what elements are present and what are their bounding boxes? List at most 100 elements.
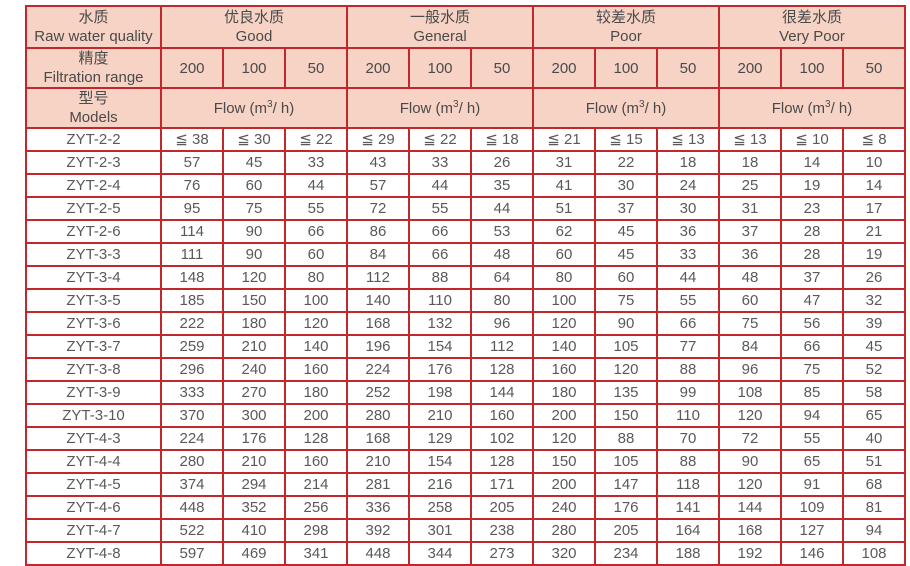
flow-value-cell: 75 — [222, 196, 286, 221]
model-cell: ZYT-4-7 — [25, 518, 162, 543]
flow-value-cell: 210 — [222, 334, 286, 359]
filtration-cell: 100 — [780, 47, 844, 89]
table-row: ZYT-2-3 57 45 33 43 33 26 31 22 18 18 14 10 — [25, 150, 906, 175]
flow-value-cell: 75 — [594, 288, 658, 313]
table-row: ZYT-3-7 259 210 140 196 154 112 140 105 77 84 66 45 — [25, 334, 906, 359]
flow-value-cell: 160 — [284, 357, 348, 382]
flow-value-cell: ≦ 21 — [532, 127, 596, 152]
model-cell: ZYT-4-6 — [25, 495, 162, 520]
flow-value-cell: 448 — [160, 495, 224, 520]
filtration-cell: 50 — [842, 47, 906, 89]
flow-value-cell: 17 — [842, 196, 906, 221]
flow-value-cell: 84 — [718, 334, 782, 359]
flow-value-cell: 168 — [346, 311, 410, 336]
flow-value-cell: 28 — [780, 219, 844, 244]
flow-value-cell: 66 — [408, 219, 472, 244]
flow-value-cell: 25 — [718, 173, 782, 198]
flow-value-cell: 28 — [780, 242, 844, 267]
header-row-water-quality: 水质 Raw water quality 优良水质 Good 一般水质 Gene… — [25, 5, 906, 49]
flow-value-cell: 176 — [408, 357, 472, 382]
table-body: ZYT-2-2 ≦ 38 ≦ 30 ≦ 22 ≦ 29 ≦ 22 ≦ 18 ≦ 21 ≦ 15 ≦… — [25, 127, 906, 566]
model-cell: ZYT-4-3 — [25, 426, 162, 451]
flow-value-cell: 57 — [160, 150, 224, 175]
flow-value-cell: 66 — [284, 219, 348, 244]
flow-value-cell: 140 — [346, 288, 410, 313]
flow-value-cell: 238 — [470, 518, 534, 543]
flow-value-cell: 522 — [160, 518, 224, 543]
quality-group-poor-en: Poor — [610, 28, 642, 45]
flow-header: Flow (m3/ h) — [532, 87, 720, 129]
flow-label-pre: Flow (m — [771, 99, 826, 117]
flow-value-cell: 144 — [718, 495, 782, 520]
flow-value-cell: 31 — [718, 196, 782, 221]
corner-raw-water-quality-zh: 水质 — [78, 9, 109, 26]
flow-value-cell: 224 — [346, 357, 410, 382]
flow-value-cell: 129 — [408, 426, 472, 451]
flow-value-cell: 24 — [656, 173, 720, 198]
flow-value-cell: 150 — [594, 403, 658, 428]
flow-value-cell: 47 — [780, 288, 844, 313]
flow-value-cell: 240 — [532, 495, 596, 520]
flow-value-cell: 109 — [780, 495, 844, 520]
flow-value-cell: 300 — [222, 403, 286, 428]
flow-value-cell: 141 — [656, 495, 720, 520]
model-cell: ZYT-3-7 — [25, 334, 162, 359]
flow-value-cell: ≦ 30 — [222, 127, 286, 152]
flow-value-cell: 102 — [470, 426, 534, 451]
flow-value-cell: ≦ 38 — [160, 127, 224, 152]
flow-label-post: / h) — [272, 99, 295, 117]
flow-value-cell: 301 — [408, 518, 472, 543]
flow-value-cell: 55 — [656, 288, 720, 313]
quality-group-good: 优良水质 Good — [160, 5, 348, 49]
flow-value-cell: 150 — [532, 449, 596, 474]
model-cell: ZYT-4-8 — [25, 541, 162, 566]
filtration-cell: 100 — [408, 47, 472, 89]
flow-value-cell: 336 — [346, 495, 410, 520]
corner-models-zh: 型号 — [78, 90, 109, 107]
flow-value-cell: 26 — [470, 150, 534, 175]
flow-value-cell: 60 — [222, 173, 286, 198]
corner-filtration-range-zh: 精度 — [78, 50, 109, 67]
flow-value-cell: 180 — [532, 380, 596, 405]
flow-value-cell: 188 — [656, 541, 720, 566]
flow-value-cell: 65 — [842, 403, 906, 428]
table-row: ZYT-4-3 224 176 128 168 129 102 120 88 70 72 55 40 — [25, 426, 906, 451]
flow-value-cell: 45 — [842, 334, 906, 359]
flow-value-cell: ≦ 18 — [470, 127, 534, 152]
flow-value-cell: 75 — [718, 311, 782, 336]
flow-value-cell: 280 — [160, 449, 224, 474]
flow-value-cell: 41 — [532, 173, 596, 198]
flow-value-cell: 168 — [346, 426, 410, 451]
flow-value-cell: 35 — [470, 173, 534, 198]
table-row: ZYT-3-6 222 180 120 168 132 96 120 90 66 75 56 39 — [25, 311, 906, 336]
flow-value-cell: 56 — [780, 311, 844, 336]
flow-value-cell: 31 — [532, 150, 596, 175]
flow-value-cell: 26 — [842, 265, 906, 290]
model-cell: ZYT-3-8 — [25, 357, 162, 382]
flow-value-cell: 120 — [532, 426, 596, 451]
flow-value-cell: 154 — [408, 334, 472, 359]
flow-value-cell: 52 — [842, 357, 906, 382]
model-cell: ZYT-3-10 — [25, 403, 162, 428]
flow-value-cell: 222 — [160, 311, 224, 336]
flow-value-cell: 160 — [532, 357, 596, 382]
table-row: ZYT-3-9 333 270 180 252 198 144 180 135 99 108 85 58 — [25, 380, 906, 405]
flow-value-cell: 200 — [532, 403, 596, 428]
flow-value-cell: 57 — [346, 173, 410, 198]
quality-group-good-en: Good — [235, 28, 273, 45]
flow-value-cell: 176 — [594, 495, 658, 520]
flow-value-cell: 146 — [780, 541, 844, 566]
flow-value-cell: 18 — [656, 150, 720, 175]
flow-value-cell: 43 — [346, 150, 410, 175]
flow-value-cell: 37 — [718, 219, 782, 244]
flow-value-cell: 44 — [284, 173, 348, 198]
flow-value-cell: 333 — [160, 380, 224, 405]
flow-value-cell: 105 — [594, 449, 658, 474]
model-cell: ZYT-2-5 — [25, 196, 162, 221]
flow-value-cell: 55 — [408, 196, 472, 221]
flow-value-cell: 19 — [780, 173, 844, 198]
flow-value-cell: 200 — [532, 472, 596, 497]
quality-group-poor: 较差水质 Poor — [532, 5, 720, 49]
flow-value-cell: 140 — [532, 334, 596, 359]
flow-value-cell: 85 — [780, 380, 844, 405]
